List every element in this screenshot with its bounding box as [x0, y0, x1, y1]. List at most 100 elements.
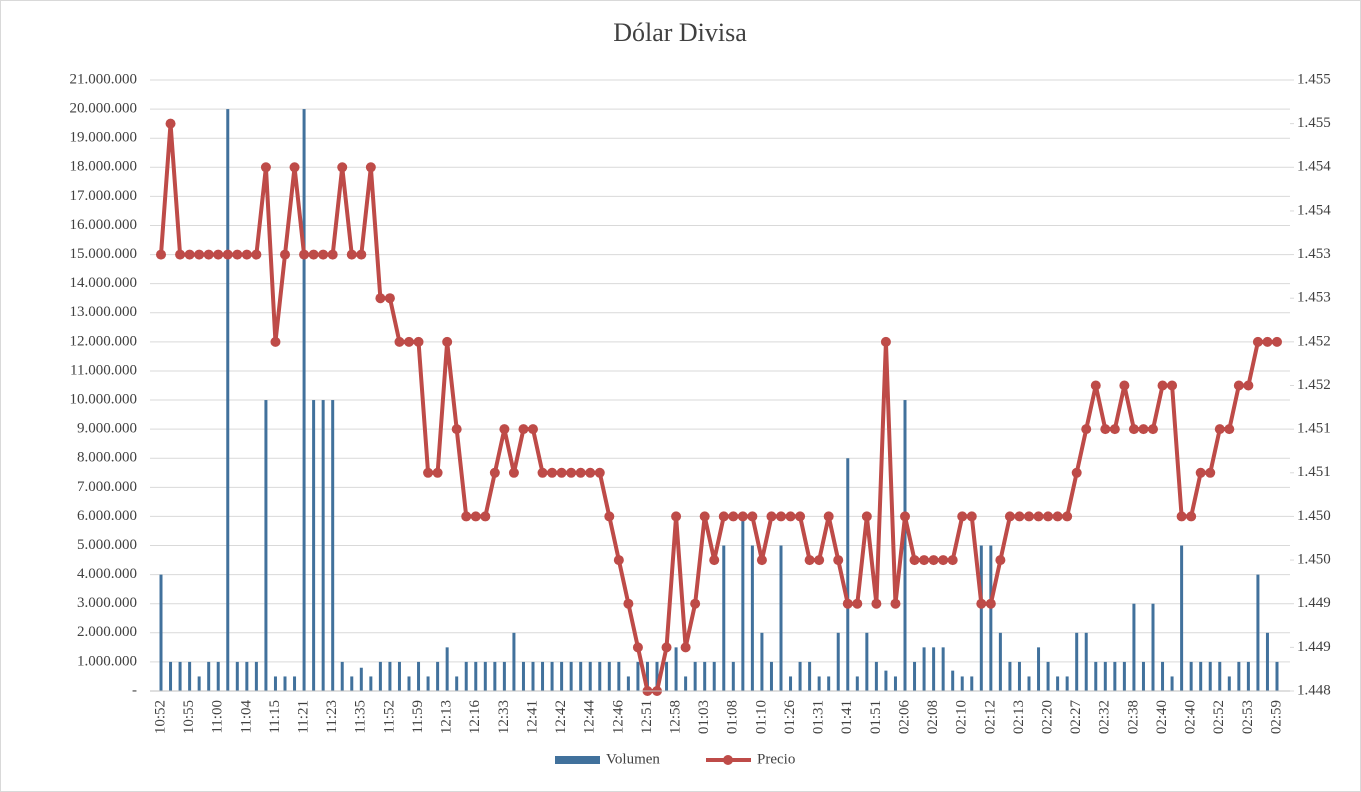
price-marker	[776, 511, 786, 522]
y-tick-label: 13.000.000	[70, 304, 138, 320]
price-marker	[671, 511, 682, 522]
bar	[769, 661, 773, 691]
x-tick-label: 11:04	[238, 700, 254, 734]
price-marker	[957, 511, 968, 522]
bar	[979, 545, 983, 691]
bar	[932, 647, 936, 691]
bar	[789, 676, 793, 691]
bar	[626, 676, 630, 691]
price-marker	[842, 598, 853, 609]
bar	[617, 661, 621, 691]
price-marker	[1052, 511, 1063, 522]
price-marker	[299, 249, 310, 260]
x-tick-label: 12:46	[610, 700, 626, 735]
x-tick-label: 11:21	[296, 700, 312, 734]
price-marker	[785, 511, 796, 522]
y2-tick-label: 1.455	[1297, 71, 1331, 87]
bar	[483, 661, 487, 691]
bar	[169, 661, 173, 691]
legend-label: Volumen	[606, 751, 660, 767]
price-marker	[1043, 511, 1054, 522]
price-marker	[260, 162, 271, 173]
x-tick-label: 02:20	[1040, 700, 1056, 734]
price-marker	[976, 598, 987, 609]
price-marker	[938, 555, 949, 566]
bar	[1113, 661, 1117, 691]
x-tick-label: 12:58	[668, 700, 684, 734]
price-marker	[423, 467, 434, 478]
bar	[417, 661, 421, 691]
bar	[235, 661, 239, 691]
bar	[779, 545, 783, 691]
price-marker	[442, 336, 453, 347]
x-tick-label: 01:31	[811, 700, 827, 734]
bar	[1246, 661, 1250, 691]
price-marker	[575, 467, 586, 478]
price-marker	[1195, 467, 1206, 478]
bar	[426, 676, 430, 691]
y-tick-label: 7.000.000	[77, 479, 137, 495]
bar	[388, 661, 392, 691]
price-marker	[451, 424, 462, 435]
x-tick-label: 01:41	[839, 700, 855, 734]
bar	[369, 676, 373, 691]
bar	[846, 458, 850, 691]
x-tick-label: 02:10	[954, 700, 970, 734]
bar	[178, 661, 182, 691]
bar	[455, 676, 459, 691]
bar	[321, 400, 325, 691]
bar	[941, 647, 945, 691]
x-tick-label: 02:53	[1240, 700, 1256, 734]
y2-tick-label: 1.449	[1297, 639, 1331, 655]
x-tick-label: 01:51	[868, 700, 884, 734]
y2-tick-label: 1.451	[1297, 421, 1331, 437]
price-marker	[318, 249, 329, 260]
y2-tick-label: 1.453	[1297, 246, 1331, 262]
bar	[407, 676, 411, 691]
y-tick-label: 19.000.000	[70, 130, 138, 146]
bar	[1237, 661, 1241, 691]
bar	[1256, 574, 1260, 691]
y-tick-label: 6.000.000	[77, 508, 137, 524]
bar	[359, 667, 363, 691]
price-marker	[528, 424, 538, 435]
x-tick-label: 02:32	[1097, 700, 1113, 734]
bar	[273, 676, 277, 691]
bar	[1056, 676, 1060, 691]
bar	[655, 661, 659, 691]
x-tick-label: 02:59	[1268, 700, 1284, 734]
x-tick-label: 02:40	[1183, 700, 1199, 734]
price-marker	[537, 467, 548, 478]
price-marker	[604, 511, 615, 522]
bar	[216, 661, 220, 691]
bar	[207, 661, 211, 691]
price-marker	[890, 598, 901, 609]
price-marker	[394, 336, 405, 347]
price-marker	[909, 555, 920, 566]
bar	[1103, 661, 1107, 691]
bar	[283, 676, 287, 691]
bar	[665, 661, 669, 691]
bar	[741, 516, 745, 691]
price-marker	[213, 249, 224, 260]
bar	[1046, 661, 1050, 691]
bar	[722, 545, 726, 691]
y2-tick-label: 1.454	[1297, 159, 1331, 175]
price-marker	[623, 598, 634, 609]
bar	[731, 661, 735, 691]
price-marker	[241, 249, 252, 260]
legend-swatch	[555, 756, 600, 764]
x-tick-label: 02:27	[1068, 700, 1084, 735]
bar	[531, 661, 535, 691]
bar	[1037, 647, 1041, 691]
bar	[340, 661, 344, 691]
bar	[197, 676, 201, 691]
price-marker	[852, 598, 863, 609]
price-marker	[1128, 424, 1139, 435]
price-marker	[165, 118, 176, 129]
bar	[245, 661, 249, 691]
price-marker	[1033, 511, 1044, 522]
bar	[1227, 676, 1231, 691]
x-tick-label: 01:08	[725, 700, 741, 734]
x-tick-label: 02:52	[1211, 700, 1227, 734]
